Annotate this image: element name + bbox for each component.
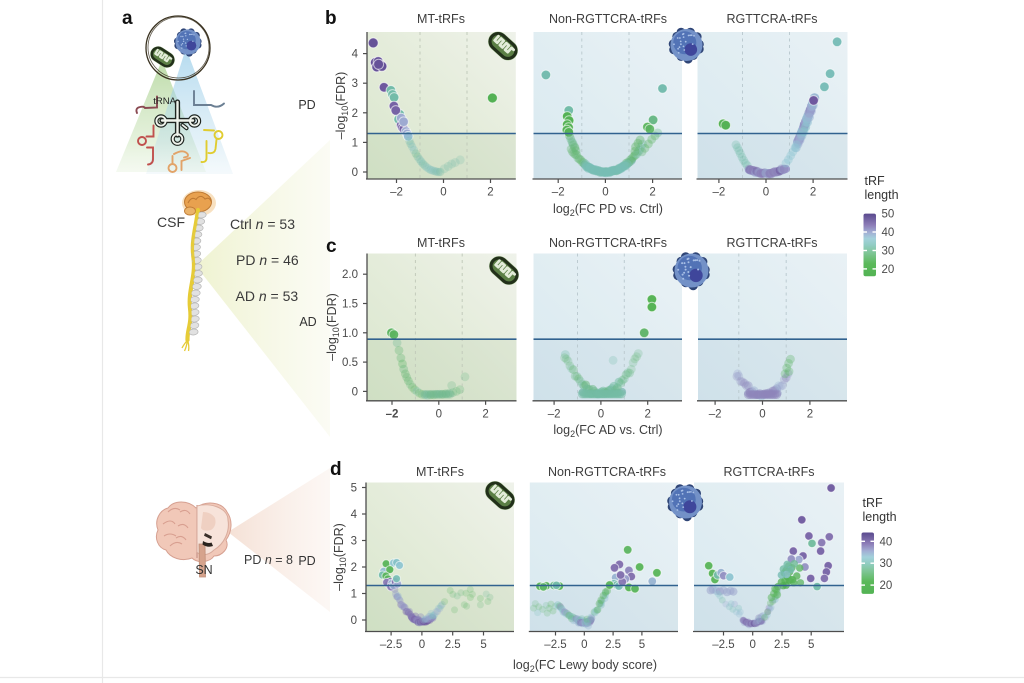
svg-text:0: 0	[351, 615, 357, 627]
svg-text:–2.5: –2.5	[712, 639, 734, 651]
svg-text:0: 0	[436, 408, 442, 420]
svg-text:1: 1	[351, 589, 357, 601]
svg-text:0: 0	[759, 408, 765, 420]
svg-text:log2(FC PD vs. Ctrl): log2(FC PD vs. Ctrl)	[553, 202, 663, 218]
svg-text:b: b	[325, 8, 337, 29]
svg-text:–2: –2	[390, 187, 403, 199]
svg-text:d: d	[330, 459, 342, 480]
svg-text:tRNA: tRNA	[153, 96, 176, 107]
svg-text:AD: AD	[299, 315, 316, 329]
svg-text:Non-RGTTCRA-tRFs: Non-RGTTCRA-tRFs	[549, 236, 667, 250]
svg-text:20: 20	[880, 580, 893, 592]
svg-text:MT-tRFs: MT-tRFs	[417, 12, 465, 26]
svg-text:log2(FC AD vs. Ctrl): log2(FC AD vs. Ctrl)	[553, 423, 662, 439]
svg-text:5: 5	[639, 639, 645, 651]
svg-text:30: 30	[880, 558, 893, 570]
svg-text:CSF: CSF	[157, 214, 185, 230]
svg-text:2.5: 2.5	[774, 639, 790, 651]
svg-text:0: 0	[598, 408, 604, 420]
svg-text:–2: –2	[709, 408, 722, 420]
svg-text:2: 2	[352, 108, 358, 120]
svg-text:AD n = 53: AD n = 53	[236, 288, 299, 304]
svg-text:5: 5	[351, 483, 357, 495]
svg-text:Ctrl n = 53: Ctrl n = 53	[230, 216, 295, 232]
svg-text:0: 0	[581, 639, 587, 651]
svg-text:SN: SN	[195, 563, 212, 577]
svg-text:40: 40	[880, 536, 893, 548]
svg-text:length: length	[863, 510, 897, 524]
svg-text:2.5: 2.5	[605, 639, 621, 651]
svg-text:2.5: 2.5	[445, 639, 461, 651]
svg-text:PD: PD	[298, 554, 315, 568]
svg-text:5: 5	[808, 639, 814, 651]
svg-text:2: 2	[810, 187, 816, 199]
svg-text:0: 0	[749, 639, 755, 651]
svg-text:length: length	[865, 188, 899, 202]
svg-text:5: 5	[480, 639, 486, 651]
svg-text:tRF: tRF	[865, 174, 886, 188]
svg-text:2.0: 2.0	[342, 269, 358, 281]
svg-text:–2: –2	[386, 408, 399, 420]
svg-text:PD n = 8: PD n = 8	[244, 553, 293, 567]
svg-text:–log10(FDR): –log10(FDR)	[325, 293, 341, 361]
svg-text:–2.5: –2.5	[544, 639, 566, 651]
svg-text:RGTTCRA-tRFs: RGTTCRA-tRFs	[727, 236, 818, 250]
svg-text:30: 30	[882, 245, 895, 257]
svg-text:MT-tRFs: MT-tRFs	[416, 465, 464, 479]
svg-text:2: 2	[649, 187, 655, 199]
svg-text:PD: PD	[298, 98, 315, 112]
svg-text:–2.5: –2.5	[380, 639, 402, 651]
svg-text:–log10(FDR): –log10(FDR)	[334, 72, 350, 140]
svg-text:2: 2	[351, 562, 357, 574]
svg-text:–2: –2	[713, 187, 726, 199]
svg-text:–2: –2	[552, 187, 565, 199]
svg-text:Non-RGTTCRA-tRFs: Non-RGTTCRA-tRFs	[548, 465, 666, 479]
svg-text:4: 4	[352, 49, 359, 61]
svg-text:–2: –2	[548, 408, 561, 420]
svg-text:0: 0	[419, 639, 425, 651]
svg-text:1.5: 1.5	[342, 299, 358, 311]
svg-text:0.5: 0.5	[342, 357, 358, 369]
svg-text:Non-RGTTCRA-tRFs: Non-RGTTCRA-tRFs	[549, 12, 667, 26]
svg-text:MT-tRFs: MT-tRFs	[417, 236, 465, 250]
svg-text:tRF: tRF	[863, 496, 884, 510]
svg-text:log2(FC Lewy body score): log2(FC Lewy body score)	[513, 658, 657, 674]
svg-text:3: 3	[351, 536, 357, 548]
svg-text:0: 0	[602, 187, 608, 199]
svg-text:2: 2	[807, 408, 813, 420]
svg-text:1: 1	[352, 137, 358, 149]
svg-text:50: 50	[882, 209, 895, 221]
svg-text:2: 2	[644, 408, 650, 420]
svg-text:2: 2	[482, 408, 488, 420]
svg-text:0: 0	[352, 167, 358, 179]
svg-text:RGTTCRA-tRFs: RGTTCRA-tRFs	[724, 465, 815, 479]
svg-text:4: 4	[351, 509, 358, 521]
svg-text:40: 40	[882, 227, 895, 239]
svg-text:2: 2	[487, 187, 493, 199]
svg-text:0: 0	[352, 386, 358, 398]
svg-text:20: 20	[882, 264, 895, 276]
svg-text:0: 0	[440, 187, 446, 199]
svg-text:RGTTCRA-tRFs: RGTTCRA-tRFs	[727, 12, 818, 26]
svg-text:0: 0	[763, 187, 769, 199]
svg-text:PD n = 46: PD n = 46	[236, 252, 299, 268]
svg-text:3: 3	[352, 78, 358, 90]
svg-text:c: c	[326, 236, 337, 257]
svg-text:–log10(FDR): –log10(FDR)	[332, 523, 348, 591]
svg-text:a: a	[122, 8, 133, 29]
svg-text:1.0: 1.0	[342, 328, 358, 340]
